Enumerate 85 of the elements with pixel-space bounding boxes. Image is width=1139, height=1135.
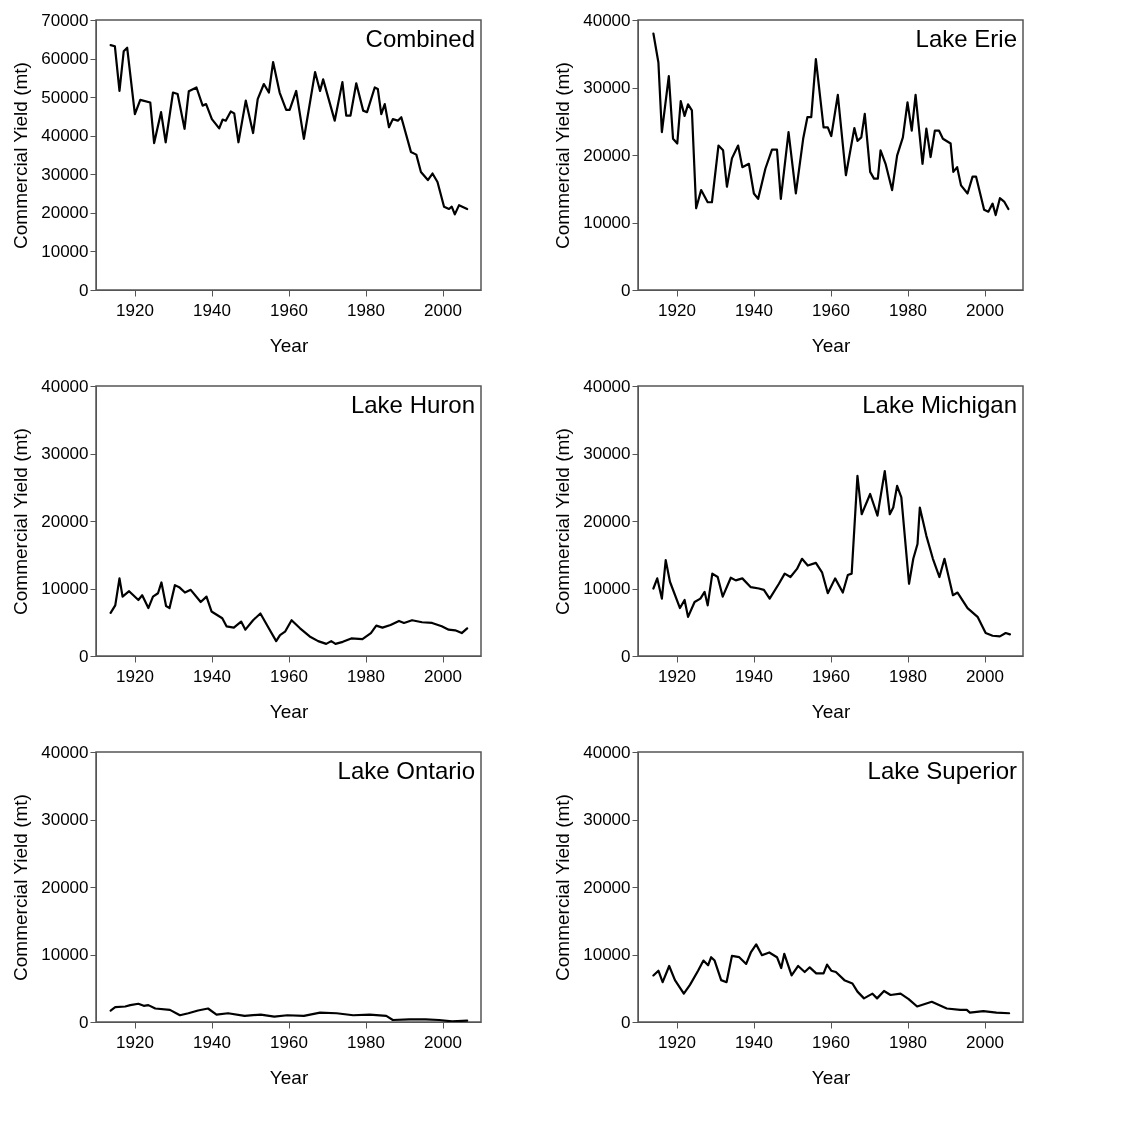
y-tick-label: 10000 — [41, 241, 89, 261]
y-axis-title: Commercial Yield (mt) — [10, 794, 32, 981]
y-tick-label: 0 — [79, 1012, 89, 1032]
y-axis-title: Commercial Yield (mt) — [10, 428, 32, 615]
y-tick-label: 10000 — [41, 945, 89, 964]
x-tick-label: 1980 — [347, 1032, 385, 1052]
x-axis-title: Year — [811, 1066, 851, 1088]
x-tick-label: 1940 — [193, 300, 231, 320]
line-series — [109, 577, 469, 645]
y-tick-label: 10000 — [41, 579, 89, 598]
x-tick-label: 2000 — [966, 1032, 1004, 1052]
y-tick-label: 60000 — [41, 49, 89, 69]
x-tick-label: 2000 — [424, 666, 462, 686]
x-tick-label: 1940 — [735, 1032, 773, 1052]
y-tick-label: 20000 — [583, 145, 631, 165]
x-tick-label: 1960 — [812, 666, 850, 686]
chart-title: Lake Superior — [867, 757, 1017, 784]
x-tick-label: 2000 — [966, 666, 1004, 686]
y-tick-label: 30000 — [583, 444, 631, 463]
y-axis-title: Commercial Yield (mt) — [552, 794, 574, 981]
y-tick-label: 30000 — [41, 164, 89, 184]
chart-title: Combined — [365, 25, 475, 52]
x-tick-label: 1920 — [658, 666, 696, 686]
y-axis-title: Commercial Yield (mt) — [552, 428, 574, 615]
x-tick-label: 2000 — [966, 300, 1004, 320]
x-axis-title: Year — [269, 700, 309, 722]
line-series — [109, 1002, 469, 1022]
x-tick-label: 1940 — [193, 1032, 231, 1052]
y-tick-label: 30000 — [583, 78, 631, 97]
y-tick-label: 40000 — [583, 742, 631, 762]
y-tick-label: 30000 — [583, 810, 631, 829]
x-tick-label: 1960 — [812, 300, 850, 320]
y-tick-label: 20000 — [583, 877, 631, 897]
x-tick-label: 1920 — [658, 1032, 696, 1052]
y-tick-label: 20000 — [41, 203, 89, 223]
x-tick-label: 1960 — [270, 1032, 308, 1052]
y-tick-label: 0 — [621, 1012, 631, 1032]
y-tick-label: 70000 — [41, 10, 89, 30]
x-tick-label: 1980 — [889, 666, 927, 686]
y-tick-label: 0 — [621, 280, 631, 300]
y-tick-label: 10000 — [583, 213, 631, 232]
x-tick-label: 1980 — [347, 666, 385, 686]
y-tick-label: 0 — [79, 280, 89, 300]
x-tick-label: 2000 — [424, 1032, 462, 1052]
y-tick-label: 20000 — [41, 511, 89, 531]
x-tick-label: 2000 — [424, 300, 462, 320]
y-tick-label: 40000 — [583, 10, 631, 30]
x-tick-label: 1980 — [889, 300, 927, 320]
x-tick-label: 1920 — [116, 1032, 154, 1052]
y-tick-label: 10000 — [583, 945, 631, 964]
y-tick-label: 40000 — [41, 742, 89, 762]
chart-title: Lake Erie — [915, 25, 1017, 52]
y-tick-label: 30000 — [41, 810, 89, 829]
y-tick-label: 40000 — [41, 376, 89, 396]
x-tick-label: 1960 — [812, 1032, 850, 1052]
y-axis-title: Commercial Yield (mt) — [552, 62, 574, 249]
x-tick-label: 1920 — [658, 300, 696, 320]
x-axis-title: Year — [269, 334, 309, 356]
x-tick-label: 1980 — [889, 1032, 927, 1052]
y-tick-label: 30000 — [41, 444, 89, 463]
x-tick-label: 1960 — [270, 300, 308, 320]
x-axis-title: Year — [811, 700, 851, 722]
line-series — [652, 943, 1011, 1015]
line-series — [652, 469, 1012, 638]
y-tick-label: 0 — [621, 646, 631, 666]
x-tick-label: 1940 — [735, 666, 773, 686]
x-tick-label: 1920 — [116, 666, 154, 686]
y-tick-label: 50000 — [41, 87, 89, 107]
y-tick-label: 0 — [79, 646, 89, 666]
y-tick-label: 20000 — [583, 511, 631, 531]
y-tick-label: 40000 — [583, 376, 631, 396]
y-tick-label: 10000 — [583, 579, 631, 598]
chart-title: Lake Huron — [350, 391, 475, 418]
x-tick-label: 1920 — [116, 300, 154, 320]
y-tick-label: 40000 — [41, 126, 89, 146]
x-tick-label: 1980 — [347, 300, 385, 320]
x-tick-label: 1940 — [193, 666, 231, 686]
y-axis-title: Commercial Yield (mt) — [10, 62, 32, 249]
x-tick-label: 1940 — [735, 300, 773, 320]
x-axis-title: Year — [811, 334, 851, 356]
x-axis-title: Year — [269, 1066, 309, 1088]
y-tick-label: 20000 — [41, 877, 89, 897]
chart-title: Lake Michigan — [862, 391, 1017, 418]
chart-title: Lake Ontario — [337, 757, 475, 784]
x-tick-label: 1960 — [270, 666, 308, 686]
